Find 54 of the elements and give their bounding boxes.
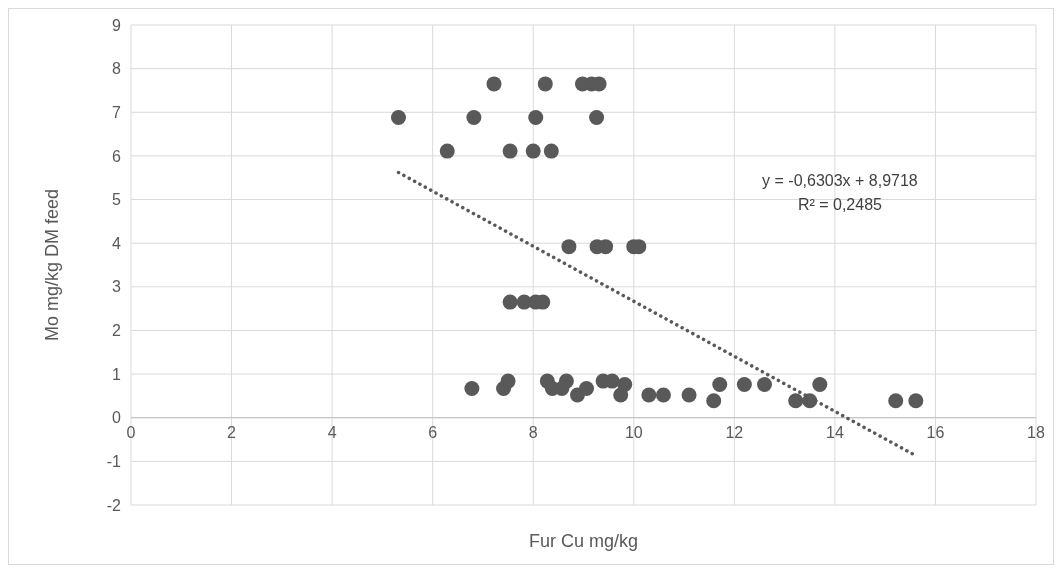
point (558, 373, 574, 389)
point (528, 110, 544, 126)
point (681, 387, 697, 403)
point (502, 294, 518, 310)
point (579, 380, 595, 396)
y-tick-label: 9 (112, 16, 122, 34)
x-tick-label: 2 (227, 423, 237, 441)
x-tick-label: 8 (528, 423, 538, 441)
point (613, 387, 629, 403)
y-tick-label: 7 (112, 103, 122, 121)
y-axis-title: Mo mg/kg DM feed (42, 188, 62, 342)
x-axis-title: Fur Cu mg/kg (528, 531, 639, 551)
point (655, 387, 671, 403)
point (641, 387, 657, 403)
point (439, 143, 455, 159)
point (561, 239, 577, 255)
y-tick-label: 2 (112, 322, 122, 340)
y-tick-label: 5 (112, 191, 122, 209)
y-tick-label: 3 (112, 278, 122, 296)
y-tick-label: -1 (106, 452, 122, 470)
point (757, 377, 772, 393)
x-tick-label: 10 (624, 423, 643, 441)
point (908, 393, 924, 409)
x-tick-label: 16 (926, 423, 945, 441)
y-tick-label: 4 (112, 234, 122, 252)
point (525, 143, 541, 159)
point (464, 380, 480, 396)
x-tick-label: 0 (126, 423, 136, 441)
point (466, 110, 482, 126)
point (788, 393, 804, 409)
point (706, 393, 722, 409)
point (390, 110, 406, 126)
point (812, 377, 828, 393)
y-tick-label: 6 (112, 147, 122, 165)
point (502, 143, 518, 159)
y-tick-label: 8 (112, 60, 122, 78)
y-tick-label: -2 (106, 496, 122, 514)
annotation: R² = 0,2485 (797, 196, 883, 214)
point (537, 76, 553, 92)
x-tick-label: 12 (725, 423, 744, 441)
x-tick-label: 14 (825, 423, 844, 441)
point (888, 393, 904, 409)
point (736, 377, 752, 393)
point (712, 377, 728, 393)
x-tick-label: 18 (1027, 423, 1045, 441)
annotation: y = -0,6303x + 8,9718 (762, 172, 918, 190)
point (486, 76, 502, 92)
x-tick-label: 4 (327, 423, 337, 441)
y-tick-label: 0 (112, 409, 122, 427)
x-tick-label: 6 (428, 423, 438, 441)
point (543, 143, 559, 159)
y-tick-label: 1 (112, 365, 122, 383)
point (589, 110, 605, 126)
point (500, 373, 516, 389)
